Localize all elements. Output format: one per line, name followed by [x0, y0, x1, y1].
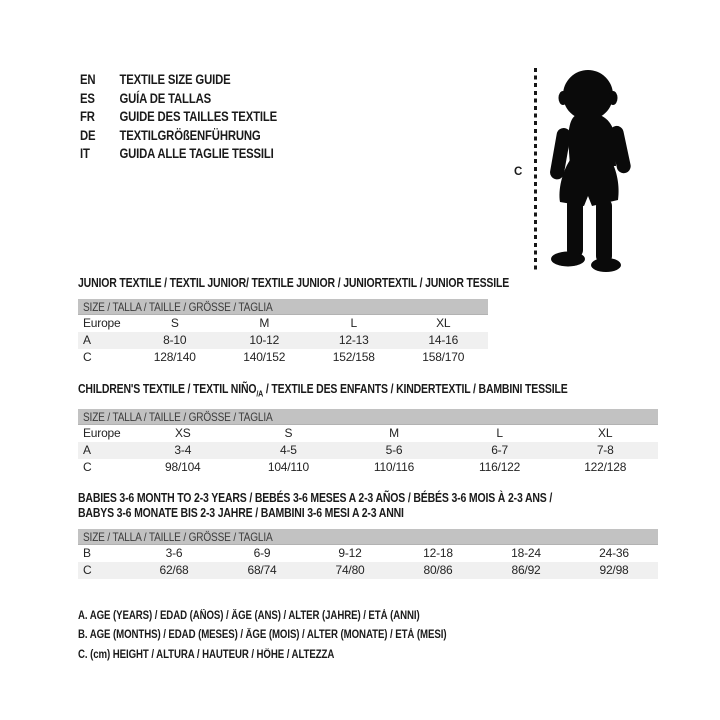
language-row: DE TEXTILGRÖßENFÜHRUNG	[80, 127, 277, 146]
size-cell: 110/116	[373, 460, 415, 474]
size-cell: 86/92	[511, 563, 541, 577]
size-cell: 7-8	[596, 443, 614, 457]
size-cell: 152/158	[332, 350, 375, 364]
size-cell: 140/152	[243, 350, 286, 364]
size-cell: 12-13	[338, 333, 369, 347]
language-code: ES	[80, 90, 95, 106]
table-row: B 3-6 6-9 9-12 12-18 18-24 24-36	[78, 545, 658, 562]
size-cell: 18-24	[511, 546, 541, 560]
size-cell: 3-4	[174, 443, 192, 457]
size-header-label: SIZE / TALLA / TAILLE / GRÖSSE / TAGLIA	[83, 409, 273, 424]
language-list: EN TEXTILE SIZE GUIDE ES GUÍA DE TALLAS …	[80, 71, 277, 164]
language-code: IT	[80, 146, 90, 162]
size-cell: 8-10	[163, 333, 187, 347]
section-title: CHILDREN'S TEXTILE / TEXTIL NIÑO/A / TEX…	[78, 381, 568, 399]
language-code: FR	[80, 109, 95, 125]
size-cell: XL	[598, 426, 613, 440]
table-row: C 128/140 140/152 152/158 158/170	[78, 349, 488, 366]
row-label: A	[83, 333, 91, 347]
language-row: ES GUÍA DE TALLAS	[80, 90, 277, 109]
row-label: Europe	[83, 426, 121, 440]
legend: A. AGE (YEARS) / EDAD (AÑOS) / ÂGE (ANS)…	[78, 606, 658, 665]
language-label: TEXTILE SIZE GUIDE	[119, 72, 231, 87]
section-title: BABIES 3-6 MONTH TO 2-3 YEARS / BEBÉS 3-…	[78, 490, 553, 521]
size-cell: 5-6	[385, 443, 403, 457]
size-guide-content: JUNIOR TEXTILE / TEXTIL JUNIOR/ TEXTILE …	[78, 276, 658, 664]
language-row: FR GUIDE DES TAILLES TEXTILE	[80, 108, 277, 127]
size-header-label: SIZE / TALLA / TAILLE / GRÖSSE / TAGLIA	[83, 299, 273, 314]
size-header-bar: SIZE / TALLA / TAILLE / GRÖSSE / TAGLIA	[78, 298, 488, 315]
legend-line-age-years: A. AGE (YEARS) / EDAD (AÑOS) / ÂGE (ANS)…	[78, 609, 420, 622]
row-label: Europe	[83, 316, 121, 330]
language-row: IT GUIDA ALLE TAGLIE TESSILI	[80, 145, 277, 164]
size-cell: 128/140	[153, 350, 196, 364]
size-cell: XS	[174, 426, 191, 440]
toddler-silhouette-icon	[550, 70, 631, 272]
section-babies-textile: BABIES 3-6 MONTH TO 2-3 YEARS / BEBÉS 3-…	[78, 491, 658, 579]
row-label: C	[83, 350, 92, 364]
size-cell: 98/104	[165, 460, 201, 474]
size-cell: M	[259, 316, 270, 330]
size-cell: 6-7	[491, 443, 508, 457]
size-cell: 80/86	[423, 563, 453, 577]
size-cell: 122/128	[584, 460, 627, 474]
size-header-bar: SIZE / TALLA / TAILLE / GRÖSSE / TAGLIA	[78, 528, 658, 545]
height-measure-dashed-line	[534, 68, 537, 270]
size-cell: 74/80	[335, 563, 365, 577]
size-cell: S	[284, 426, 293, 440]
table-row: A 8-10 10-12 12-13 14-16	[78, 331, 488, 349]
height-figure: C	[512, 64, 642, 276]
size-cell: L	[350, 316, 358, 330]
junior-size-table: Europe S M L XL A 8-10 10-12 12-13 14-16 C 128/140 1…	[78, 315, 488, 366]
size-cell: 68/74	[247, 563, 277, 577]
size-cell: 9-12	[338, 546, 362, 560]
language-label: GUÍA DE TALLAS	[119, 90, 212, 106]
table-row: C 62/68 68/74 74/80 80/86 86/92 92/98	[78, 561, 658, 579]
size-cell: 3-6	[165, 546, 183, 560]
language-row: EN TEXTILE SIZE GUIDE	[80, 71, 277, 90]
size-cell: 104/110	[267, 460, 309, 474]
size-header-label: SIZE / TALLA / TAILLE / GRÖSSE / TAGLIA	[83, 529, 273, 544]
row-label: C	[83, 563, 92, 577]
size-cell: 158/170	[422, 350, 465, 364]
section-title: JUNIOR TEXTILE / TEXTIL JUNIOR/ TEXTILE …	[78, 276, 510, 290]
table-row: Europe S M L XL	[78, 315, 488, 332]
size-header-bar: SIZE / TALLA / TAILLE / GRÖSSE / TAGLIA	[78, 408, 658, 425]
table-row: C 98/104 104/110 110/116 116/122 122/128	[78, 459, 658, 476]
language-label: GUIDE DES TAILLES TEXTILE	[119, 109, 277, 125]
row-label: C	[83, 460, 92, 474]
size-cell: XL	[436, 316, 451, 330]
babies-size-table: B 3-6 6-9 9-12 12-18 18-24 24-36 C 62/68 68/74 74/…	[78, 545, 658, 579]
table-row: Europe XS S M L XL	[78, 425, 658, 442]
language-label: TEXTILGRÖßENFÜHRUNG	[119, 127, 261, 143]
section-junior-textile: JUNIOR TEXTILE / TEXTIL JUNIOR/ TEXTILE …	[78, 276, 658, 366]
legend-line-height: C. (cm) HEIGHT / ALTURA / HAUTEUR / HÖHE…	[78, 648, 335, 661]
size-cell: L	[496, 426, 503, 440]
language-label: GUIDA ALLE TAGLIE TESSILI	[119, 146, 274, 162]
row-label: A	[83, 443, 91, 457]
language-code: DE	[80, 127, 96, 143]
size-cell: 14-16	[428, 333, 459, 347]
size-cell: 116/122	[479, 460, 521, 474]
height-measure-label: C	[514, 166, 523, 178]
children-size-table: Europe XS S M L XL A 3-4 4-5 5-6 6-7 7-8 C 98/104 104/…	[78, 425, 658, 476]
size-cell: M	[389, 426, 399, 440]
size-cell: 10-12	[249, 333, 280, 347]
size-cell: S	[170, 316, 179, 330]
size-cell: 6-9	[253, 546, 271, 560]
language-code: EN	[80, 72, 96, 87]
size-cell: 24-36	[599, 546, 629, 560]
size-cell: 62/68	[159, 563, 189, 577]
size-cell: 12-18	[423, 546, 453, 560]
row-label: B	[83, 546, 91, 560]
size-cell: 92/98	[599, 563, 629, 577]
section-children-textile: CHILDREN'S TEXTILE / TEXTIL NIÑO/A / TEX…	[78, 382, 658, 476]
table-row: A 3-4 4-5 5-6 6-7 7-8	[78, 441, 658, 459]
size-cell: 4-5	[280, 443, 297, 457]
legend-line-age-months: B. AGE (MONTHS) / EDAD (MESES) / ÂGE (MO…	[78, 629, 447, 641]
